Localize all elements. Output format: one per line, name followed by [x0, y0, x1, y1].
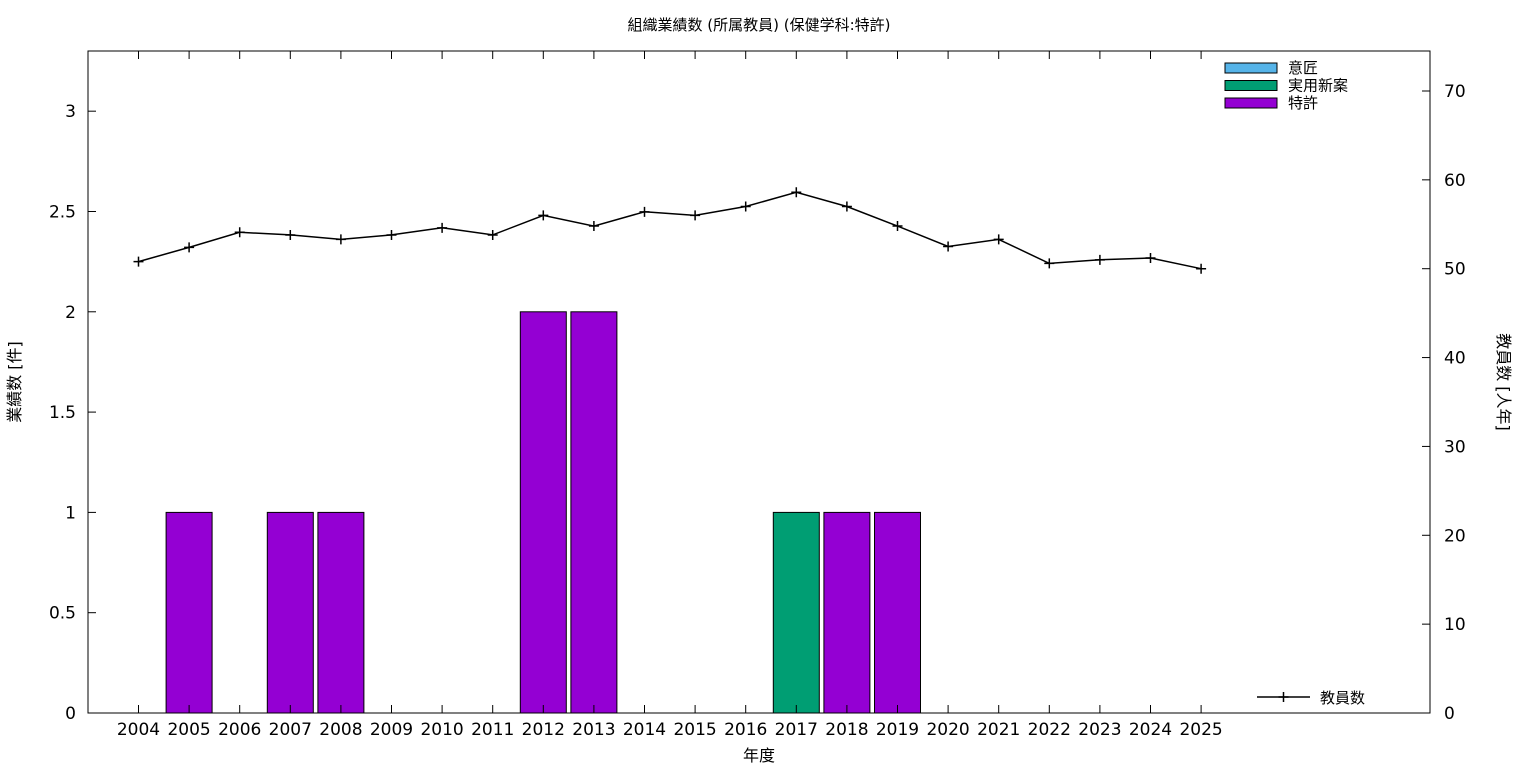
x-tick-label: 2014 [623, 720, 666, 740]
line-point-2011 [487, 229, 498, 240]
x-tick-label: 2008 [319, 720, 362, 740]
line-point-2022 [1044, 258, 1055, 269]
line-point-2019 [892, 221, 903, 232]
x-tick-label: 2021 [977, 720, 1020, 740]
plot-frame [87, 50, 1431, 714]
line-point-2025 [1196, 263, 1207, 274]
y2-tick-label: 70 [1444, 82, 1466, 102]
line-point-2008 [335, 234, 346, 245]
y-tick-label: 1.5 [49, 403, 76, 423]
line-point-2013 [588, 221, 599, 232]
line-point-2005 [184, 242, 195, 253]
bar-2017-s1 [772, 511, 820, 714]
y-tick-label: 0 [65, 704, 76, 724]
y2-tick-label: 20 [1444, 526, 1466, 546]
line-point-2007 [285, 229, 296, 240]
y2-tick-label: 40 [1444, 349, 1466, 369]
line-point-2006 [234, 227, 245, 238]
legend-swatch [1224, 97, 1278, 109]
line-point-2016 [740, 201, 751, 212]
x-tick-label: 2020 [926, 720, 969, 740]
x-tick-label: 2025 [1179, 720, 1222, 740]
y-tick-label: 3 [65, 102, 76, 122]
line-point-2017 [791, 187, 802, 198]
x-tick-label: 2024 [1129, 720, 1172, 740]
x-tick-label: 2013 [572, 720, 615, 740]
line-group [133, 187, 1207, 274]
x-tick-label: 2016 [724, 720, 767, 740]
line-point-2018 [841, 201, 852, 212]
line-point-2014 [639, 206, 650, 217]
bar-2008-s2 [317, 511, 365, 714]
x-tick-label: 2022 [1028, 720, 1071, 740]
y-tick-label: 1 [65, 503, 76, 523]
line-point-2010 [437, 222, 448, 233]
bar-2013-s2 [570, 311, 618, 714]
x-tick-label: 2019 [876, 720, 919, 740]
x-axis-label: 年度 [743, 746, 775, 765]
legend-label-line: 教員数 [1320, 689, 1365, 707]
x-tick-label: 2012 [522, 720, 565, 740]
line-point-2009 [386, 229, 397, 240]
legend-swatch [1224, 80, 1278, 91]
line-point-2020 [943, 241, 954, 252]
bar-2018-s2 [823, 511, 871, 714]
legend-swatch [1224, 62, 1278, 74]
bars-group [165, 311, 921, 714]
chart-title: 組織業績数 (所属教員) (保健学科:特許) [628, 16, 891, 34]
legend-label: 実用新案 [1288, 77, 1348, 95]
line-point-2021 [993, 234, 1004, 245]
line-point-2024 [1145, 253, 1156, 264]
bar-2007-s2 [266, 511, 314, 714]
bar-2012-s2 [519, 311, 567, 714]
y-tick-label: 0.5 [49, 604, 76, 624]
y2-tick-label: 60 [1444, 171, 1466, 191]
x-tick-label: 2010 [420, 720, 463, 740]
x-tick-label: 2018 [825, 720, 868, 740]
bar-2005-s2 [165, 511, 213, 714]
bar-2019-s2 [874, 511, 921, 714]
x-tick-label: 2017 [775, 720, 818, 740]
x-tick-label: 2009 [370, 720, 413, 740]
x-tick-label: 2005 [167, 720, 210, 740]
x-tick-label: 2004 [117, 720, 160, 740]
x-tick-label: 2015 [673, 720, 716, 740]
legend-label: 意匠 [1288, 59, 1318, 77]
y-tick-label: 2.5 [49, 202, 76, 222]
x-tick-label: 2007 [269, 720, 312, 740]
line-point-2023 [1094, 254, 1105, 265]
y2-tick-label: 10 [1444, 615, 1466, 635]
y2-tick-label: 30 [1444, 437, 1466, 457]
x-tick-label: 2006 [218, 720, 261, 740]
y-tick-label: 2 [65, 303, 76, 323]
line-point-2012 [538, 210, 549, 221]
y2-axis-label: 教員数 [人年] [1494, 333, 1513, 431]
x-tick-label: 2023 [1078, 720, 1121, 740]
legend-line-marker [1278, 692, 1289, 702]
line-teachers [138, 191, 1202, 270]
x-tick-label: 2011 [471, 720, 514, 740]
line-point-2004 [133, 256, 144, 267]
y2-tick-label: 0 [1444, 704, 1455, 724]
y2-tick-label: 50 [1444, 260, 1466, 280]
line-point-2015 [690, 210, 701, 221]
legend-label: 特許 [1288, 94, 1318, 112]
y-axis-label: 業績数 [件] [5, 341, 24, 423]
